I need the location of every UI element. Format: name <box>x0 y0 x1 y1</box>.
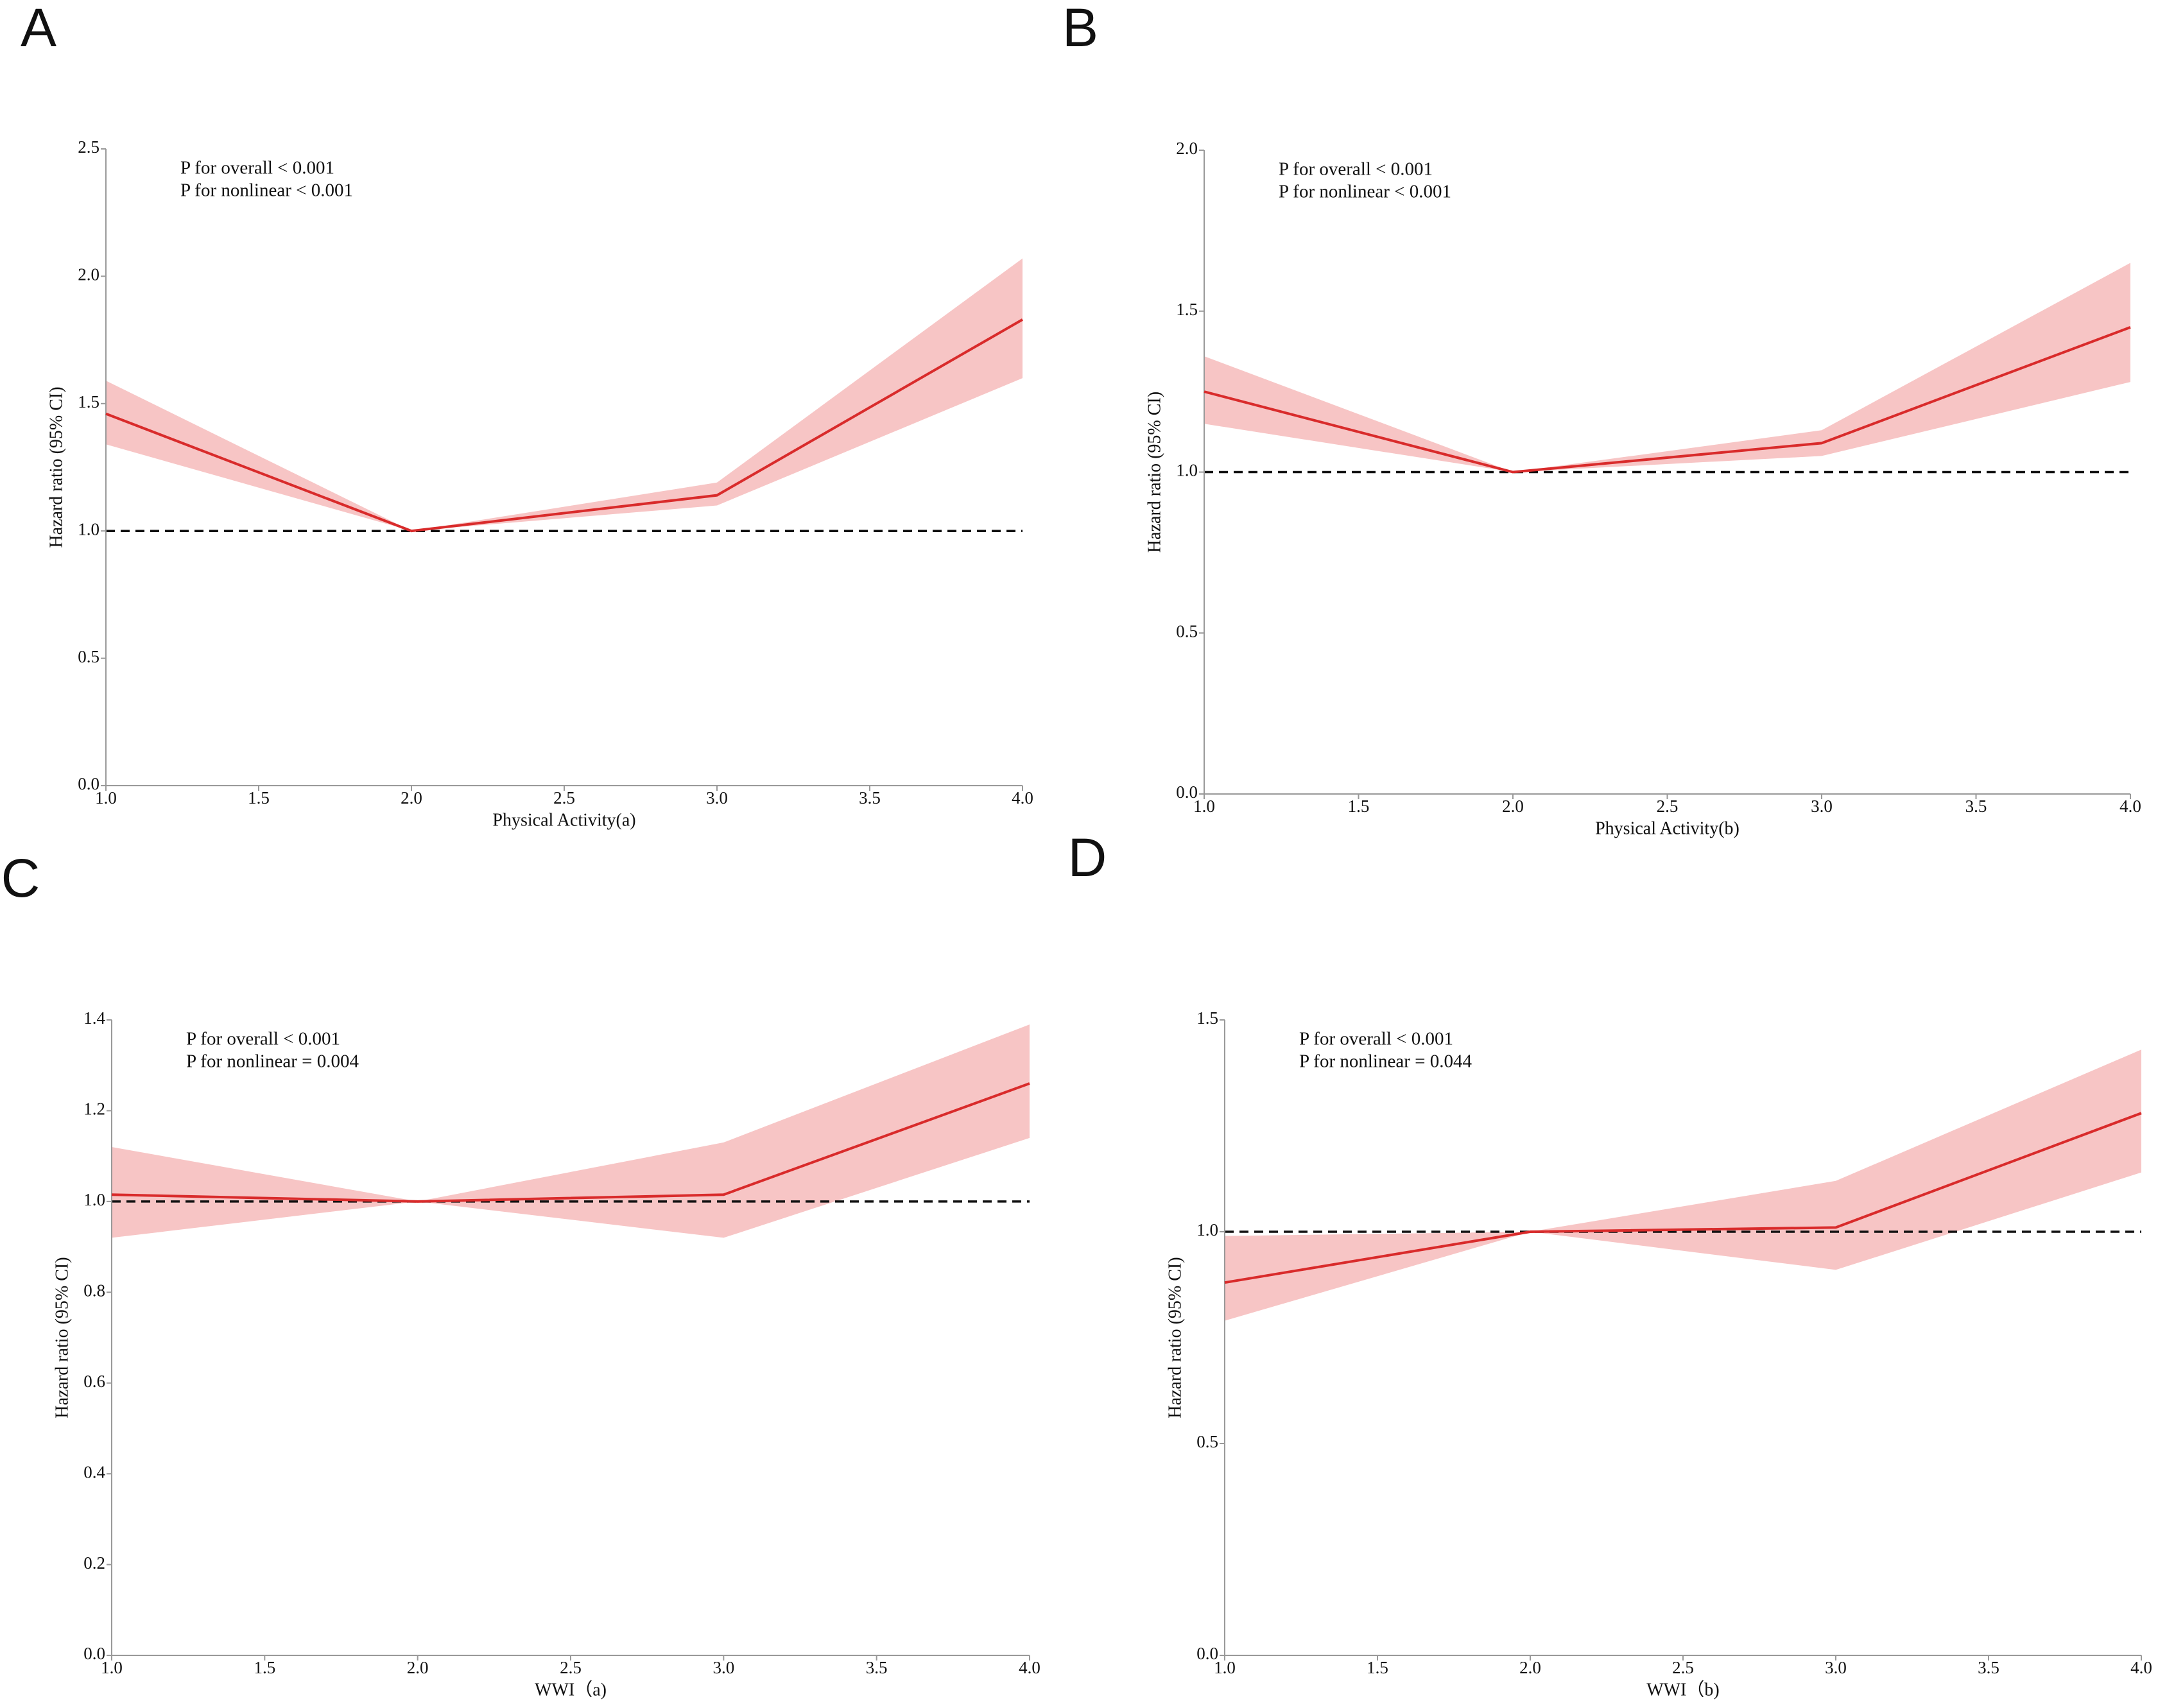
y-tick-label: 1.5 <box>1196 1008 1218 1028</box>
x-axis-title: Physical Activity(b) <box>1595 818 1739 838</box>
x-tick-label: 1.0 <box>101 1658 123 1677</box>
x-tick-label: 1.0 <box>1193 797 1215 816</box>
y-tick-label: 2.0 <box>1176 139 1198 158</box>
y-tick-label: 0.0 <box>78 774 99 793</box>
y-tick-label: 0.0 <box>83 1644 105 1663</box>
annotation: P for overall < 0.001 <box>1279 159 1433 180</box>
x-axis-title: WWI（b) <box>1646 1679 1720 1700</box>
x-tick-label: 3.0 <box>1825 1658 1847 1677</box>
y-tick-label: 2.5 <box>78 137 99 157</box>
x-tick-label: 3.0 <box>706 788 728 807</box>
x-tick-label: 3.0 <box>712 1658 734 1677</box>
confidence-band <box>112 1024 1030 1238</box>
y-axis-title: Hazard ratio (95% CI) <box>46 386 66 548</box>
y-tick-label: 1.2 <box>83 1100 105 1119</box>
annotation: P for nonlinear = 0.004 <box>186 1051 359 1072</box>
y-tick-label: 1.5 <box>78 392 99 411</box>
y-tick-label: 0.0 <box>1176 782 1198 802</box>
x-tick-label: 1.0 <box>95 788 117 807</box>
y-tick-label: 0.4 <box>83 1462 105 1481</box>
confidence-band <box>106 258 1023 531</box>
panel-label: B <box>1062 0 1098 58</box>
hazard-line <box>1224 1112 2142 1284</box>
x-tick-label: 2.0 <box>1502 797 1524 816</box>
panel-label: A <box>21 0 56 58</box>
annotation: P for nonlinear < 0.001 <box>180 180 353 201</box>
confidence-band <box>1225 1049 2141 1321</box>
y-tick-label: 0.8 <box>83 1281 105 1300</box>
x-tick-label: 2.0 <box>407 1658 429 1677</box>
y-axis-title: Hazard ratio (95% CI) <box>1165 1257 1185 1418</box>
x-axis-title: WWI（a) <box>535 1679 607 1700</box>
annotation: P for overall < 0.001 <box>1299 1029 1453 1049</box>
x-tick-label: 4.0 <box>2130 1658 2152 1677</box>
y-tick-label: 1.5 <box>1176 300 1198 319</box>
x-tick-label: 2.0 <box>401 788 422 807</box>
y-tick-label: 0.0 <box>1196 1644 1218 1663</box>
x-tick-label: 3.0 <box>1811 797 1833 816</box>
hazard-line <box>111 1082 1030 1203</box>
y-axis-title: Hazard ratio (95% CI) <box>1144 392 1164 553</box>
y-tick-label: 0.5 <box>1176 621 1198 641</box>
x-tick-label: 2.5 <box>560 1658 582 1677</box>
annotation: P for nonlinear = 0.044 <box>1299 1051 1472 1072</box>
y-tick-label: 0.2 <box>83 1553 105 1573</box>
x-axis-title: Physical Activity(a) <box>492 810 635 830</box>
hazard-line <box>1204 325 2131 474</box>
y-tick-label: 0.6 <box>83 1372 105 1391</box>
annotation: P for overall < 0.001 <box>180 158 334 178</box>
y-tick-label: 1.0 <box>1196 1220 1218 1239</box>
x-tick-label: 2.5 <box>1657 797 1679 816</box>
x-tick-label: 4.0 <box>1012 788 1033 807</box>
x-tick-label: 1.5 <box>254 1658 275 1677</box>
y-tick-label: 2.0 <box>78 265 99 284</box>
y-tick-label: 1.0 <box>1176 461 1198 480</box>
x-tick-label: 4.0 <box>2119 797 2141 816</box>
x-tick-label: 2.5 <box>1672 1658 1694 1677</box>
y-tick-label: 1.0 <box>83 1190 105 1209</box>
x-tick-label: 1.0 <box>1214 1658 1236 1677</box>
y-tick-label: 1.4 <box>83 1008 105 1028</box>
x-tick-label: 2.0 <box>1519 1658 1541 1677</box>
annotation: P for overall < 0.001 <box>186 1029 340 1049</box>
panel-label: D <box>1068 827 1107 888</box>
x-tick-label: 4.0 <box>1019 1658 1040 1677</box>
x-tick-label: 2.5 <box>553 788 575 807</box>
confidence-band <box>1204 263 2130 472</box>
x-tick-label: 3.5 <box>1978 1658 1999 1677</box>
x-tick-label: 3.5 <box>1965 797 1987 816</box>
y-tick-label: 0.5 <box>78 647 99 666</box>
x-tick-label: 1.5 <box>1348 797 1370 816</box>
x-tick-label: 1.5 <box>1367 1658 1388 1677</box>
y-tick-label: 1.0 <box>78 519 99 539</box>
y-axis-title: Hazard ratio (95% CI) <box>52 1257 72 1418</box>
y-tick-label: 0.5 <box>1196 1432 1218 1451</box>
x-tick-label: 3.5 <box>866 1658 888 1677</box>
hazard-line <box>105 318 1023 533</box>
x-tick-label: 1.5 <box>248 788 270 807</box>
panel-label: C <box>1 848 40 908</box>
x-tick-label: 3.5 <box>859 788 881 807</box>
annotation: P for nonlinear < 0.001 <box>1279 182 1451 202</box>
